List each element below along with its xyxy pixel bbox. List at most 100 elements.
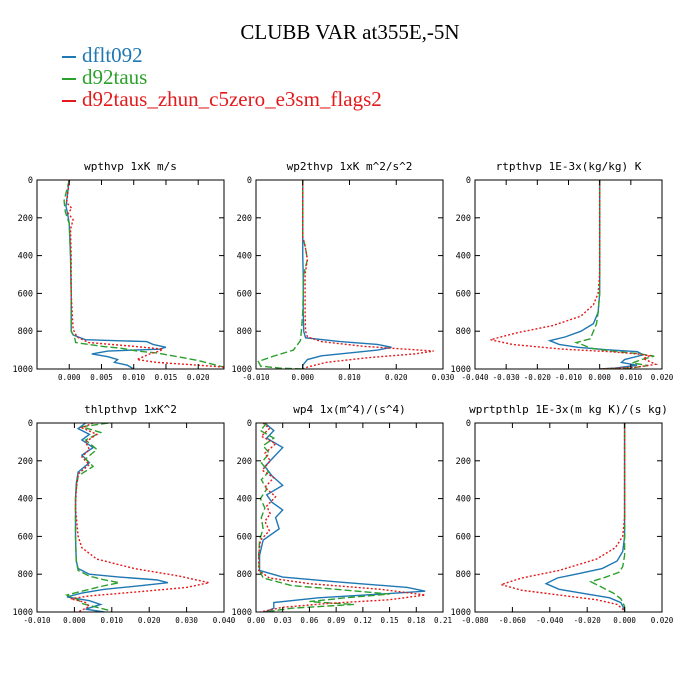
legend-swatch	[62, 56, 76, 59]
series-line-dflt092	[258, 423, 426, 612]
y-tick-label: 1000	[451, 608, 471, 618]
x-tick-label: 0.030	[175, 616, 198, 625]
legend-label: d92taus_zhun_c5zero_e3sm_flags2	[82, 87, 382, 111]
series-line-d92taus_zhun_c5zero_e3sm_flags2	[302, 180, 434, 369]
y-tick-label: 600	[456, 532, 471, 542]
y-tick-label: 1000	[232, 608, 252, 618]
plot-frame	[36, 422, 225, 613]
y-tick-label: 1000	[451, 365, 471, 375]
x-tick-label: 0.21	[434, 616, 452, 625]
legend-label: dflt092	[82, 43, 143, 67]
plot-frame	[474, 179, 663, 370]
x-tick-label: 0.005	[90, 373, 113, 382]
series-line-d92taus_zhun_c5zero_e3sm_flags2	[70, 423, 210, 612]
y-tick-label: 0	[247, 419, 252, 429]
x-tick-label: 0.020	[385, 373, 408, 382]
y-tick-label: 800	[237, 570, 252, 580]
figure-title: CLUBB VAR at355E,-5N	[240, 20, 460, 44]
series-line-dflt092	[547, 180, 646, 369]
plot-frame	[36, 179, 225, 370]
x-tick-label: -0.020	[574, 616, 602, 625]
legend-item-dflt092: dflt092	[62, 45, 382, 67]
series-line-d92taus_zhun_c5zero_e3sm_flags2	[498, 423, 626, 612]
legend-item-d92taus-zhun: d92taus_zhun_c5zero_e3sm_flags2	[62, 89, 382, 111]
legend-swatch	[62, 100, 76, 103]
x-tick-label: 0.000	[58, 373, 81, 382]
series-line-d92taus	[63, 180, 224, 369]
series-line-d92taus	[257, 423, 390, 612]
x-tick-label: 0.020	[651, 616, 674, 625]
x-tick-label: 0.12	[354, 616, 372, 625]
x-tick-label: 0.040	[213, 616, 236, 625]
y-tick-label: 0	[466, 419, 471, 429]
y-tick-label: 800	[456, 570, 471, 580]
plot-frame	[255, 422, 444, 613]
legend-item-d92taus: d92taus	[62, 67, 382, 89]
panel-4: thlpthvp 1xK^2 0 200 400 600 800 1000-0.010 0.0…	[13, 403, 236, 625]
y-tick-label: 200	[18, 214, 33, 224]
series-line-dflt092	[544, 423, 626, 612]
panel-title: thlpthvp 1xK^2	[84, 403, 177, 416]
x-tick-label: 0.03	[274, 616, 292, 625]
x-tick-label: 0.010	[338, 373, 361, 382]
series-line-d92taus	[589, 423, 626, 612]
x-tick-label: 0.020	[651, 373, 674, 382]
y-tick-label: 200	[456, 214, 471, 224]
y-tick-label: 0	[28, 419, 33, 429]
y-tick-label: 800	[18, 570, 33, 580]
x-tick-label: -0.040	[536, 616, 564, 625]
y-tick-label: 800	[237, 327, 252, 337]
y-tick-label: 1000	[13, 365, 33, 375]
series-line-d92taus_zhun_c5zero_e3sm_flags2	[65, 180, 224, 369]
y-tick-label: 600	[237, 289, 252, 299]
panel-title: rtpthvp 1E-3x(kg/kg) K	[496, 160, 642, 173]
x-tick-label: 0.010	[122, 373, 145, 382]
legend-swatch	[62, 78, 76, 81]
x-tick-label: -0.040	[461, 373, 489, 382]
panel-6: wprtpthlp 1E-3x(m kg K)/(s kg) 0 200 400 600…	[451, 403, 674, 625]
series-line-d92taus_zhun_c5zero_e3sm_flags2	[257, 423, 426, 612]
y-tick-label: 400	[456, 495, 471, 505]
plot-frame	[255, 179, 444, 370]
y-tick-label: 400	[237, 495, 252, 505]
panel-title: wprtpthlp 1E-3x(m kg K)/(s kg)	[469, 403, 668, 416]
x-tick-label: -0.080	[461, 616, 489, 625]
x-tick-label: 0.000	[613, 616, 636, 625]
panel-title: wp2thvp 1xK m^2/s^2	[287, 160, 413, 173]
x-tick-label: 0.06	[300, 616, 319, 625]
x-tick-label: 0.00	[247, 616, 266, 625]
x-tick-label: 0.000	[291, 373, 314, 382]
series-line-dflt092	[65, 180, 167, 369]
y-tick-label: 0	[466, 176, 471, 186]
x-tick-label: -0.010	[555, 373, 583, 382]
panel-2: wp2thvp 1xK m^2/s^2 0 200 400 600 800 1000-0.0…	[232, 160, 455, 382]
y-tick-label: 600	[18, 289, 33, 299]
x-tick-label: 0.020	[187, 373, 210, 382]
y-tick-label: 800	[18, 327, 33, 337]
y-tick-label: 400	[237, 252, 252, 262]
y-tick-label: 200	[237, 214, 252, 224]
y-tick-label: 600	[456, 289, 471, 299]
x-tick-label: 0.18	[407, 616, 426, 625]
y-tick-label: 200	[456, 457, 471, 467]
x-tick-label: -0.010	[242, 373, 270, 382]
series-line-d92taus	[573, 180, 655, 369]
x-tick-label: -0.020	[524, 373, 552, 382]
x-tick-label: 0.15	[381, 616, 399, 625]
y-tick-label: 800	[456, 327, 471, 337]
y-tick-label: 1000	[13, 608, 33, 618]
legend-label: d92taus	[82, 65, 148, 89]
y-tick-label: 200	[237, 457, 252, 467]
x-tick-label: 0.020	[138, 616, 161, 625]
y-tick-label: 0	[28, 176, 33, 186]
y-tick-label: 200	[18, 457, 33, 467]
x-tick-label: 0.010	[101, 616, 124, 625]
series-line-d92taus	[64, 423, 120, 612]
x-tick-label: 0.010	[620, 373, 643, 382]
x-tick-label: 0.09	[327, 616, 345, 625]
series-line-d92taus	[257, 180, 309, 369]
x-tick-label: -0.060	[499, 616, 527, 625]
x-tick-label: 0.000	[63, 616, 86, 625]
